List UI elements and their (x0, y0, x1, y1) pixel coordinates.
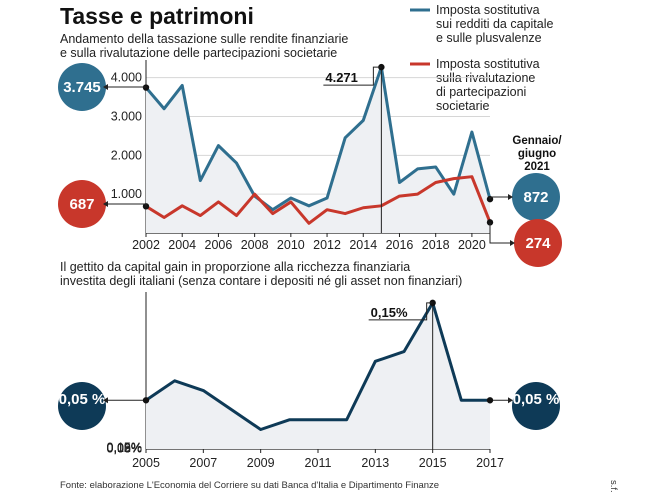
top-x-tick-label: 2012 (313, 238, 341, 252)
end-red-bubble-label: 274 (525, 235, 551, 252)
start-red-leader (106, 203, 147, 207)
bottom-end-bubble-circle (512, 382, 560, 430)
end-blue-bubble-circle (512, 173, 560, 221)
top-y-tick-label: 4.000 (111, 71, 142, 85)
top-x-tick-label: 2004 (168, 238, 196, 252)
end-red-arrowhead (510, 240, 515, 246)
bottom-chart-annotations: 0,05 % 0,05 % 0,15% (58, 299, 560, 449)
top-peak-label: 4.271 (325, 70, 358, 85)
top-x-tick-label: 2002 (132, 238, 160, 252)
start-red-arrowhead (103, 201, 108, 207)
top-x-tick-label: 2010 (277, 238, 305, 252)
top-area-fill (146, 67, 490, 233)
top-y-tick-label: 2.000 (111, 148, 142, 162)
end-red-bubble-circle (514, 219, 562, 267)
legend-blue-line-1: Imposta sostitutiva (436, 3, 540, 17)
top-y-tick-label: 1.000 (111, 187, 142, 201)
blue-start-dot (142, 84, 150, 91)
top-x-tick-label: 2006 (205, 238, 233, 252)
legend-blue-line-3: e sulle plusvalenze (436, 31, 542, 45)
credit-note: s.f. (608, 480, 619, 492)
bottom-x-tick-label: 2011 (305, 456, 332, 470)
bottom-peak-leader (368, 302, 433, 321)
end-blue-arrowhead (508, 194, 513, 200)
end-red-leader (489, 222, 512, 244)
top-y-tick-label: 3.000 (111, 109, 142, 123)
period-label-line: giugno (518, 148, 556, 160)
period-label-line: Gennaio/ (512, 135, 562, 147)
bottom-x-tick-label: 2007 (189, 456, 217, 470)
bottom-chart-area (146, 302, 490, 449)
top-chart-lines (144, 65, 492, 225)
bottom-start-bubble-label: 0,05 % (59, 391, 106, 408)
bottom-start-bubble-circle (58, 382, 106, 430)
bottom-subtitle-line-1: Il gettito da capital gain in proporzion… (60, 260, 410, 274)
bottom-end-dot (486, 397, 494, 404)
legend-red-line-1: Imposta sostitutiva (436, 57, 540, 71)
start-blue-bubble-label: 3.745 (63, 79, 101, 96)
bottom-x-tick-label: 2015 (419, 456, 447, 470)
bottom-x-tick-label: 2005 (132, 456, 160, 470)
bottom-y-tick-label: 0,15% (107, 441, 142, 455)
legend-red-line-3: di partecipazioni (436, 85, 526, 99)
top-x-tick-label: 2016 (386, 238, 414, 252)
bottom-y-tick-label: 0,12% (107, 441, 142, 455)
top-peak-leader (323, 66, 382, 86)
top-subtitle-line-1: Andamento della tassazione sulle rendite… (60, 32, 348, 46)
start-blue-bubble-circle (58, 63, 106, 111)
bottom-x-tick-label: 2013 (361, 456, 389, 470)
bottom-x-tick-label: 2017 (476, 456, 504, 470)
bottom-y-tick-label: 0,03% (107, 442, 142, 456)
bottom-x-tick-label: 2009 (247, 456, 275, 470)
bottom-subtitle-line-2: investita degli italiani (senza contare … (60, 274, 462, 288)
end-blue-leader (489, 196, 510, 200)
legend-red-line-4: societarie (436, 99, 490, 113)
start-blue-leader (106, 86, 147, 88)
bottom-area-fill (146, 302, 490, 449)
top-chart-ticks: 1.000 2.000 3.000 4.000 2002 2004 2006 2008 2010… (111, 71, 486, 252)
chart-title: Tasse e patrimoni (60, 3, 254, 29)
period-label-line: 2021 (524, 161, 550, 173)
top-x-tick-label: 2014 (349, 238, 377, 252)
top-x-tick-label: 2008 (241, 238, 269, 252)
top-x-tick-label: 2018 (422, 238, 450, 252)
start-blue-arrowhead (103, 84, 108, 90)
start-red-bubble-circle (58, 180, 106, 228)
series-line-red (145, 175, 492, 225)
bottom-y-tick-label: 0,09% (107, 441, 142, 455)
bottom-start-arrowhead (103, 397, 108, 404)
top-subtitle-line-2: e sulla rivalutazione delle partecipazio… (60, 46, 337, 60)
bottom-chart-ticks: 0,03%0,06%0,09%0,12%0,15%2005 2007 2009 201… (107, 441, 504, 470)
legend-blue-line-2: sui redditi da capitale (436, 17, 553, 31)
bottom-peak-label: 0,15% (371, 305, 408, 320)
bottom-end-bubble-label: 0,05 % (513, 391, 560, 408)
start-red-bubble-label: 687 (69, 196, 94, 213)
top-x-tick-label: 2020 (458, 238, 486, 252)
bottom-end-arrowhead (508, 397, 513, 404)
series-line-blue (144, 65, 492, 212)
bottom-start-dot (142, 397, 150, 404)
end-blue-bubble-label: 872 (523, 189, 548, 206)
source-note: Fonte: elaborazione L'Economia del Corri… (60, 480, 439, 491)
top-chart-area (146, 67, 490, 233)
bottom-y-tick-label: 0,06% (107, 441, 142, 455)
